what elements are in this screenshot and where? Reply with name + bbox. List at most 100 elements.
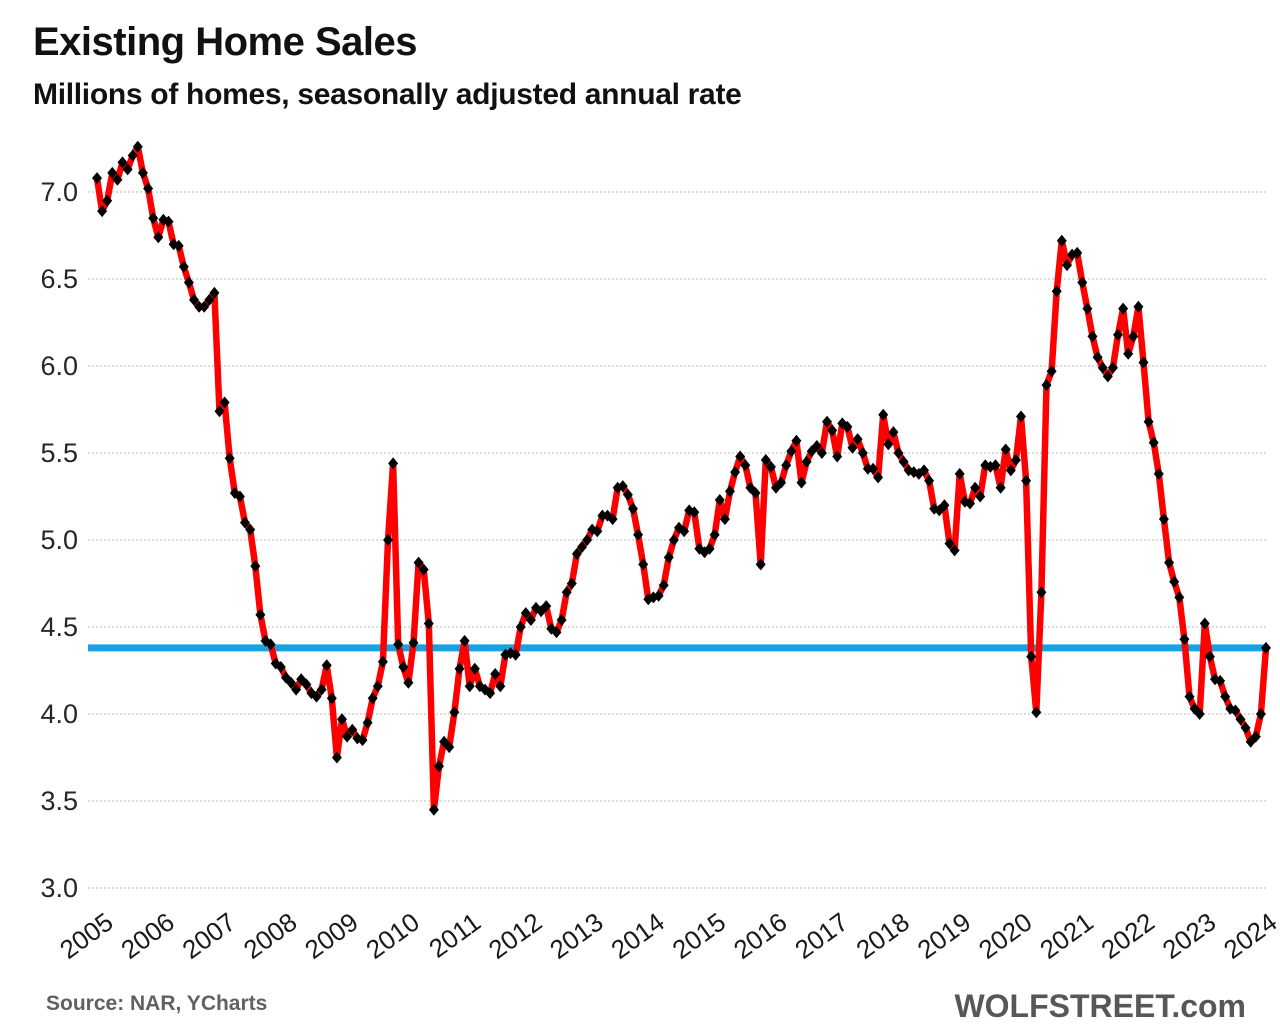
data-point-marker <box>291 683 302 696</box>
data-point-marker <box>1021 474 1032 487</box>
data-point-marker <box>464 680 475 693</box>
data-point-marker <box>122 163 133 176</box>
data-point-marker <box>515 621 526 633</box>
data-point-marker <box>1000 443 1011 456</box>
data-point-marker <box>1184 690 1195 703</box>
x-axis-tick-label: 2010 <box>360 907 424 965</box>
data-point-marker <box>403 676 414 689</box>
data-point-marker <box>577 541 587 553</box>
data-point-marker <box>520 607 531 620</box>
data-point-marker <box>566 577 577 590</box>
data-point-marker <box>398 661 409 673</box>
data-point-marker <box>1046 365 1057 378</box>
data-point-marker <box>1102 370 1113 383</box>
data-point-marker <box>1072 246 1083 259</box>
x-axis-tick-label: 2011 <box>423 907 486 964</box>
x-axis-tick-label: 2017 <box>789 907 853 965</box>
data-point-marker <box>1082 302 1093 315</box>
x-axis-tick-label: 2013 <box>544 907 608 965</box>
data-point-marker <box>893 447 904 459</box>
data-point-marker <box>1077 276 1088 289</box>
data-point-marker <box>178 260 189 273</box>
y-axis-tick-label: 4.0 <box>40 699 78 729</box>
x-axis-tick-label: 2021 <box>1034 907 1098 965</box>
data-point-marker <box>541 600 552 613</box>
data-point-marker <box>1174 591 1185 604</box>
data-point-marker <box>1204 650 1215 663</box>
data-point-marker <box>265 638 276 651</box>
data-point-marker <box>255 608 266 621</box>
x-axis-tick-label: 2014 <box>605 907 669 965</box>
data-point-marker <box>725 485 735 498</box>
data-point-marker <box>357 734 368 747</box>
data-point-marker <box>954 467 965 480</box>
data-point-marker <box>1097 361 1108 374</box>
y-axis-tick-label: 6.0 <box>40 351 78 381</box>
data-point-marker <box>510 648 521 661</box>
data-point-marker <box>709 528 720 541</box>
data-point-marker <box>459 634 470 647</box>
x-axis-tick-label: 2005 <box>54 907 118 965</box>
data-point-marker <box>137 166 148 179</box>
data-point-marker <box>1240 721 1251 734</box>
x-axis-tick-label: 2020 <box>973 907 1037 965</box>
data-point-marker <box>127 149 138 162</box>
data-point-marker <box>816 447 827 459</box>
data-point-marker <box>434 760 444 773</box>
data-point-marker <box>240 516 250 529</box>
data-point-marker <box>801 455 812 468</box>
x-axis-tick-label: 2016 <box>728 907 792 965</box>
data-point-marker <box>1255 708 1266 720</box>
data-point-marker <box>628 502 638 515</box>
data-point-marker <box>689 506 700 519</box>
data-point-marker <box>883 438 894 451</box>
y-axis-tick-label: 7.0 <box>40 177 78 207</box>
data-point-marker <box>321 659 332 672</box>
data-point-marker <box>194 300 205 313</box>
data-point-marker <box>1169 575 1180 588</box>
data-point-marker <box>990 459 1001 472</box>
data-point-marker <box>326 692 337 705</box>
data-point-marker <box>377 655 388 668</box>
y-axis-tick-label: 4.5 <box>40 612 78 642</box>
data-point-marker <box>1164 556 1175 569</box>
data-point-marker <box>730 466 741 479</box>
data-point-marker <box>183 276 194 289</box>
data-point-marker <box>1133 300 1144 313</box>
source-note: Source: NAR, YCharts <box>46 992 268 1015</box>
data-point-marker <box>189 293 199 306</box>
data-point-marker <box>1107 361 1118 374</box>
data-point-marker <box>995 481 1006 494</box>
data-point-marker <box>852 433 863 446</box>
data-point-marker <box>1179 633 1190 646</box>
data-point-marker <box>143 182 154 195</box>
x-axis-tick-label: 2012 <box>483 907 547 965</box>
data-point-marker <box>383 534 393 546</box>
data-point-marker <box>337 713 347 726</box>
data-point-marker <box>822 415 832 428</box>
data-point-marker <box>372 680 383 693</box>
data-point-marker <box>428 803 439 816</box>
data-point-marker <box>847 441 858 454</box>
x-axis-tick-label: 2022 <box>1096 907 1160 965</box>
data-point-marker <box>765 460 776 473</box>
data-point-marker <box>1036 586 1047 599</box>
data-point-marker <box>740 459 751 472</box>
data-point-marker <box>776 476 787 489</box>
data-point-marker <box>423 617 434 630</box>
data-point-marker <box>454 662 465 675</box>
data-point-marker <box>153 231 164 244</box>
data-point-marker <box>760 454 771 466</box>
data-point-marker <box>878 408 889 421</box>
data-point-marker <box>117 156 128 169</box>
data-point-marker <box>653 589 664 602</box>
data-point-marker <box>1158 513 1169 526</box>
data-point-marker <box>148 212 159 225</box>
data-point-marker <box>1230 704 1241 717</box>
data-point-marker <box>944 537 955 550</box>
data-point-marker <box>102 194 113 207</box>
data-point-marker <box>224 452 235 465</box>
data-point-marker <box>796 476 807 489</box>
